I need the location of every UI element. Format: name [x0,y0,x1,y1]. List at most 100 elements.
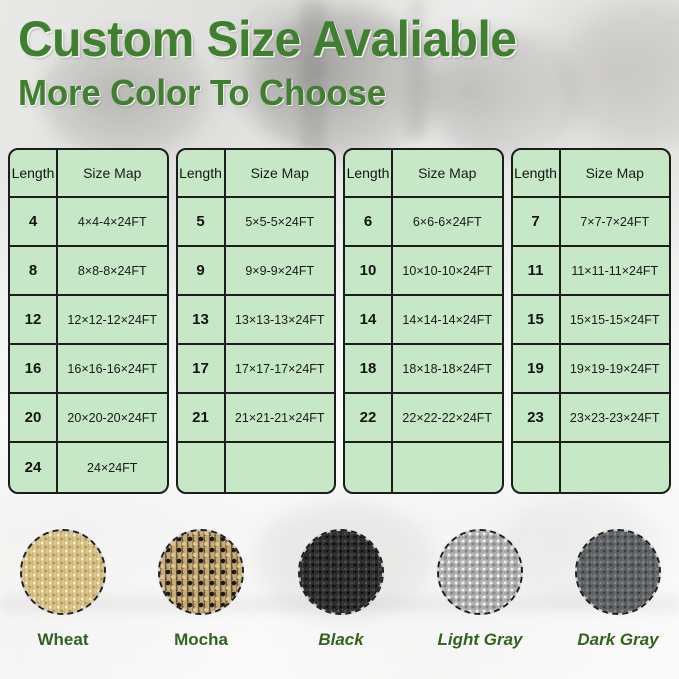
fabric-swatch-circle[interactable] [155,526,247,618]
cell-size-map: 23×23-23×24FT [569,410,660,425]
fabric-swatch-circle[interactable] [17,526,109,618]
table-row [513,443,670,492]
fabric-swatch-circle[interactable] [295,526,387,618]
swatch-label: Dark Gray [577,630,659,649]
swatch-label: Mocha [174,630,228,649]
fabric-swatch-circle[interactable] [572,526,664,618]
cell-length: 14 [345,296,393,343]
fabric-weave-texture [577,531,659,613]
table-row: 22 22×22-22×24FT [345,394,502,443]
cell-size-map: 21×21-21×24FT [234,410,325,425]
table-row: 21 21×21-21×24FT [177,394,334,443]
color-swatch[interactable]: Wheat [17,526,109,650]
table-row: 12 12×12-12×24FT [10,296,167,345]
cell-length: 11 [513,247,561,294]
cell-length: 16 [10,345,58,392]
cell-size-map: 16×16-16×24FT [67,361,158,376]
cell-size-map [226,443,335,492]
cell-size-map: 5×5-5×24FT [245,214,315,229]
table-row: 6 6×6-6×24FT [345,198,502,247]
table-row: 15 15×15-15×24FT [512,296,669,345]
cell-length: 24 [10,443,58,492]
cell-size-map: 19×19-19×24FT [569,361,660,376]
table-row: 23 23×23-23×24FT [512,394,669,443]
header-size-map: Size Map [418,165,477,181]
cell-size-map: 10×10-10×24FT [402,263,493,278]
cell-length: 15 [513,296,561,343]
fabric-weave-texture [160,531,242,613]
table-row: 14 14×14-14×24FT [345,296,502,345]
table-row: 5 5×5-5×24FT [177,198,334,247]
table-row: 17 17×17-17×24FT [177,345,334,394]
cell-length: 21 [178,394,226,441]
table-row: 18 18×18-18×24FT [345,345,502,394]
swatch-disc [298,529,384,615]
fabric-swatch-circle[interactable] [434,526,526,618]
color-swatch[interactable]: Mocha [155,526,247,650]
cell-length [178,443,226,492]
cell-length: 5 [178,198,226,245]
page-title: Custom Size Avaliable More Color To Choo… [18,12,537,113]
table-row [178,443,335,492]
cell-size-map: 12×12-12×24FT [67,312,158,327]
cell-size-map: 24×24FT [87,460,138,475]
swatch-label: Black [318,630,364,649]
header-length: Length [178,150,226,196]
swatch-label: Wheat [37,630,89,649]
cell-size-map: 22×22-22×24FT [402,410,493,425]
swatch-disc [20,529,106,615]
cell-length: 20 [10,394,58,441]
header-length: Length [345,150,393,196]
header-length: Length [10,150,58,196]
cell-length: 10 [345,247,393,294]
color-swatch[interactable]: Black [295,526,387,650]
size-table: Length Size Map 6 6×6-6×24FT 10 10×10-10×24FT… [343,148,504,494]
size-chart-tables: Length Size Map 4 4×4-4×24FT 8 8×8-8×24FT 12 12… [8,148,671,494]
color-swatch[interactable]: Dark Gray [572,526,664,650]
table-row: 24 24×24FT [10,443,167,492]
table-row: 4 4×4-4×24FT [10,198,167,247]
header-length: Length [513,150,561,196]
fabric-weave-texture [439,531,521,613]
swatch-disc [437,529,523,615]
cell-size-map [393,443,502,492]
cell-length: 9 [178,247,226,294]
cell-size-map [561,443,670,492]
swatch-disc [158,529,244,615]
table-row: 19 19×19-19×24FT [512,345,669,394]
cell-size-map: 8×8-8×24FT [77,263,147,278]
cell-size-map: 7×7-7×24FT [580,214,650,229]
swatch-disc [575,529,661,615]
table-row: 13 13×13-13×24FT [177,296,334,345]
cell-length: 7 [513,198,561,245]
cell-size-map: 18×18-18×24FT [402,361,493,376]
cell-length: 17 [178,345,226,392]
color-swatch[interactable]: Light Gray [434,526,526,650]
swatch-label: Light Gray [437,630,523,649]
color-swatch-row: Wheat Mocha Black Light Gray Dark Gray [0,512,679,679]
cell-length: 22 [345,394,393,441]
title-line-1: Custom Size Avaliable [18,11,517,67]
cell-size-map: 15×15-15×24FT [569,312,660,327]
cell-size-map: 6×6-6×24FT [412,214,482,229]
cell-length: 8 [10,247,58,294]
size-table: Length Size Map 4 4×4-4×24FT 8 8×8-8×24FT 12 12… [8,148,169,494]
table-row: 9 9×9-9×24FT [177,247,334,296]
table-row: 11 11×11-11×24FT [512,247,669,296]
cell-length: 12 [10,296,58,343]
header-size-map: Size Map [83,165,142,181]
header-size-map: Size Map [585,165,644,181]
cell-size-map: 13×13-13×24FT [234,312,325,327]
title-line-2: More Color To Choose [18,72,386,113]
fabric-weave-texture [300,531,382,613]
cell-size-map: 14×14-14×24FT [402,312,493,327]
table-header-row: Length Size Map [10,150,167,198]
table-row: 16 16×16-16×24FT [10,345,167,394]
cell-size-map: 4×4-4×24FT [77,214,147,229]
header-size-map: Size Map [250,165,309,181]
cell-length [513,443,561,492]
size-table: Length Size Map 5 5×5-5×24FT 9 9×9-9×24FT 13 13… [175,148,336,494]
table-row: 10 10×10-10×24FT [345,247,502,296]
fabric-weave-texture [22,531,104,613]
cell-size-map: 20×20-20×24FT [67,410,158,425]
